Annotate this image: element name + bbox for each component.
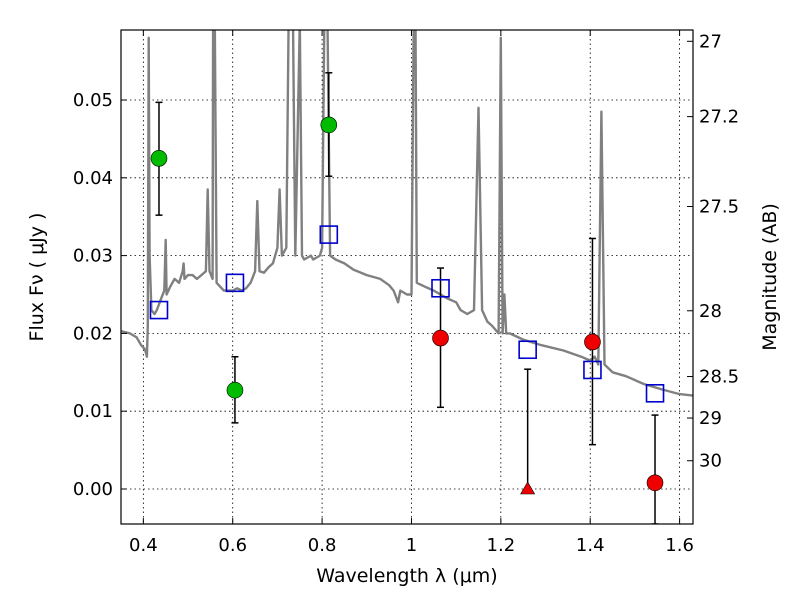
plot-area bbox=[121, 30, 693, 524]
magnitude-tick-label: 27.2 bbox=[699, 107, 739, 128]
x-tick-label: 1.2 bbox=[487, 535, 516, 556]
magnitude-tick-label: 27 bbox=[699, 31, 722, 52]
red-point bbox=[432, 329, 449, 347]
x-tick-label: 1.4 bbox=[576, 535, 605, 556]
spectrum-line bbox=[121, 30, 693, 397]
plot-background bbox=[121, 30, 693, 524]
magnitude-tick-label: 27.5 bbox=[699, 197, 739, 218]
y-ticks: 0.00 0.01 0.02 0.03 0.04 0.05 bbox=[73, 90, 127, 500]
model-square bbox=[583, 360, 602, 380]
model-square bbox=[518, 340, 537, 360]
x-ticks: 0.4 0.6 0.8 1 1.2 1.4 1.6 bbox=[129, 30, 694, 556]
plot-frame bbox=[120, 29, 694, 525]
magnitude-tick-label: 29 bbox=[699, 408, 722, 429]
red-point bbox=[584, 333, 601, 351]
photometry-points bbox=[150, 116, 664, 495]
x-tick-label: 0.8 bbox=[308, 535, 337, 556]
y-tick-label: 0.05 bbox=[73, 90, 113, 111]
magnitude-ticks: 27 27.2 27.5 28 28.5 29 30 bbox=[687, 31, 739, 472]
green-point bbox=[150, 150, 168, 167]
model-square bbox=[149, 300, 169, 320]
y-tick-label: 0.00 bbox=[73, 479, 113, 500]
magnitude-tick-label: 30 bbox=[699, 451, 722, 472]
y-axis-label: Flux Fν ( μJy ) bbox=[26, 213, 48, 342]
y-tick-label: 0.01 bbox=[73, 401, 113, 422]
green-point bbox=[320, 116, 338, 134]
model-square bbox=[431, 278, 450, 298]
x-tick-label: 1 bbox=[406, 535, 417, 556]
magnitude-tick-label: 28.5 bbox=[699, 367, 739, 388]
x-tick-label: 0.4 bbox=[129, 535, 158, 556]
magnitude-tick-label: 28 bbox=[699, 301, 722, 322]
model-square bbox=[225, 273, 245, 293]
x-tick-label: 1.6 bbox=[665, 535, 694, 556]
x-axis-label: Wavelength λ (μm) bbox=[316, 565, 497, 587]
y-tick-label: 0.04 bbox=[73, 168, 113, 189]
y2-axis-label: Magnitude (AB) bbox=[759, 203, 781, 351]
model-square bbox=[319, 225, 339, 244]
red-point bbox=[646, 474, 664, 492]
model-square bbox=[645, 384, 665, 403]
model-squares bbox=[149, 225, 665, 403]
red-upper-limit-marker bbox=[520, 481, 536, 495]
y-tick-label: 0.02 bbox=[73, 323, 113, 344]
green-point bbox=[226, 381, 244, 399]
x-tick-label: 0.6 bbox=[218, 535, 247, 556]
y-tick-label: 0.03 bbox=[73, 246, 113, 267]
